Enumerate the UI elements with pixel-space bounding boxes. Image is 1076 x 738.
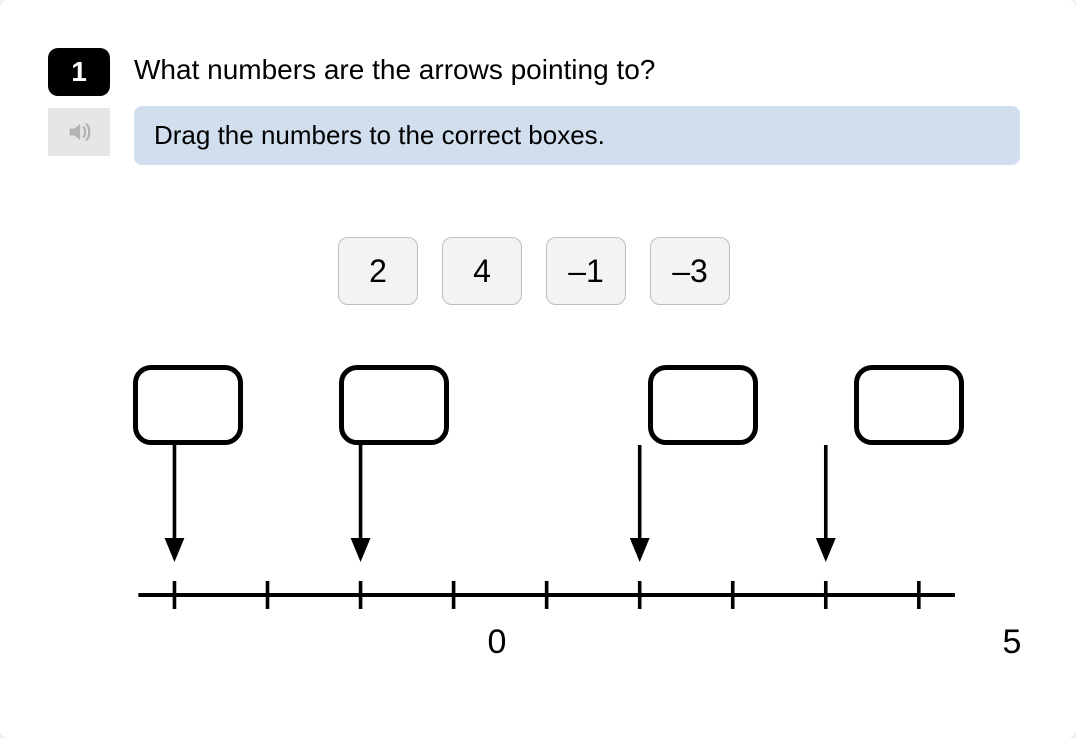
- arrow-head-icon: [165, 538, 185, 562]
- question-text: What numbers are the arrows pointing to?: [134, 54, 1020, 86]
- arrow-head-icon: [816, 538, 836, 562]
- draggable-tile[interactable]: –1: [546, 237, 626, 305]
- question-number-badge: 1: [48, 48, 110, 96]
- numberline-tick-label: 0: [488, 623, 507, 662]
- draggable-tiles-row: 2 4 –1 –3: [48, 237, 1020, 305]
- instruction-banner: Drag the numbers to the correct boxes.: [134, 106, 1020, 165]
- draggable-tile[interactable]: 2: [338, 237, 418, 305]
- audio-button[interactable]: [48, 108, 110, 156]
- numberline-area: 05: [48, 365, 1020, 675]
- numberline-tick-label: 5: [1003, 623, 1022, 662]
- arrow-head-icon: [630, 538, 650, 562]
- speaker-icon: [65, 118, 93, 146]
- draggable-tile[interactable]: 4: [442, 237, 522, 305]
- header-row: 1 What numbers are the arrows pointing t…: [48, 48, 1020, 165]
- arrow-head-icon: [351, 538, 371, 562]
- question-card: 1 What numbers are the arrows pointing t…: [0, 0, 1076, 738]
- numberline-svg: [48, 365, 1020, 675]
- draggable-tile[interactable]: –3: [650, 237, 730, 305]
- right-column: What numbers are the arrows pointing to?…: [134, 48, 1020, 165]
- left-column: 1: [48, 48, 110, 156]
